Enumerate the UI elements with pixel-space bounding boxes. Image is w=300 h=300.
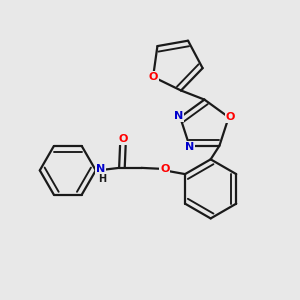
Text: O: O (148, 72, 158, 82)
Text: O: O (118, 134, 128, 144)
Text: H: H (98, 174, 106, 184)
Text: N: N (174, 111, 183, 121)
Text: N: N (96, 164, 105, 174)
Text: N: N (185, 142, 194, 152)
Text: O: O (226, 112, 235, 122)
Text: O: O (160, 164, 170, 174)
